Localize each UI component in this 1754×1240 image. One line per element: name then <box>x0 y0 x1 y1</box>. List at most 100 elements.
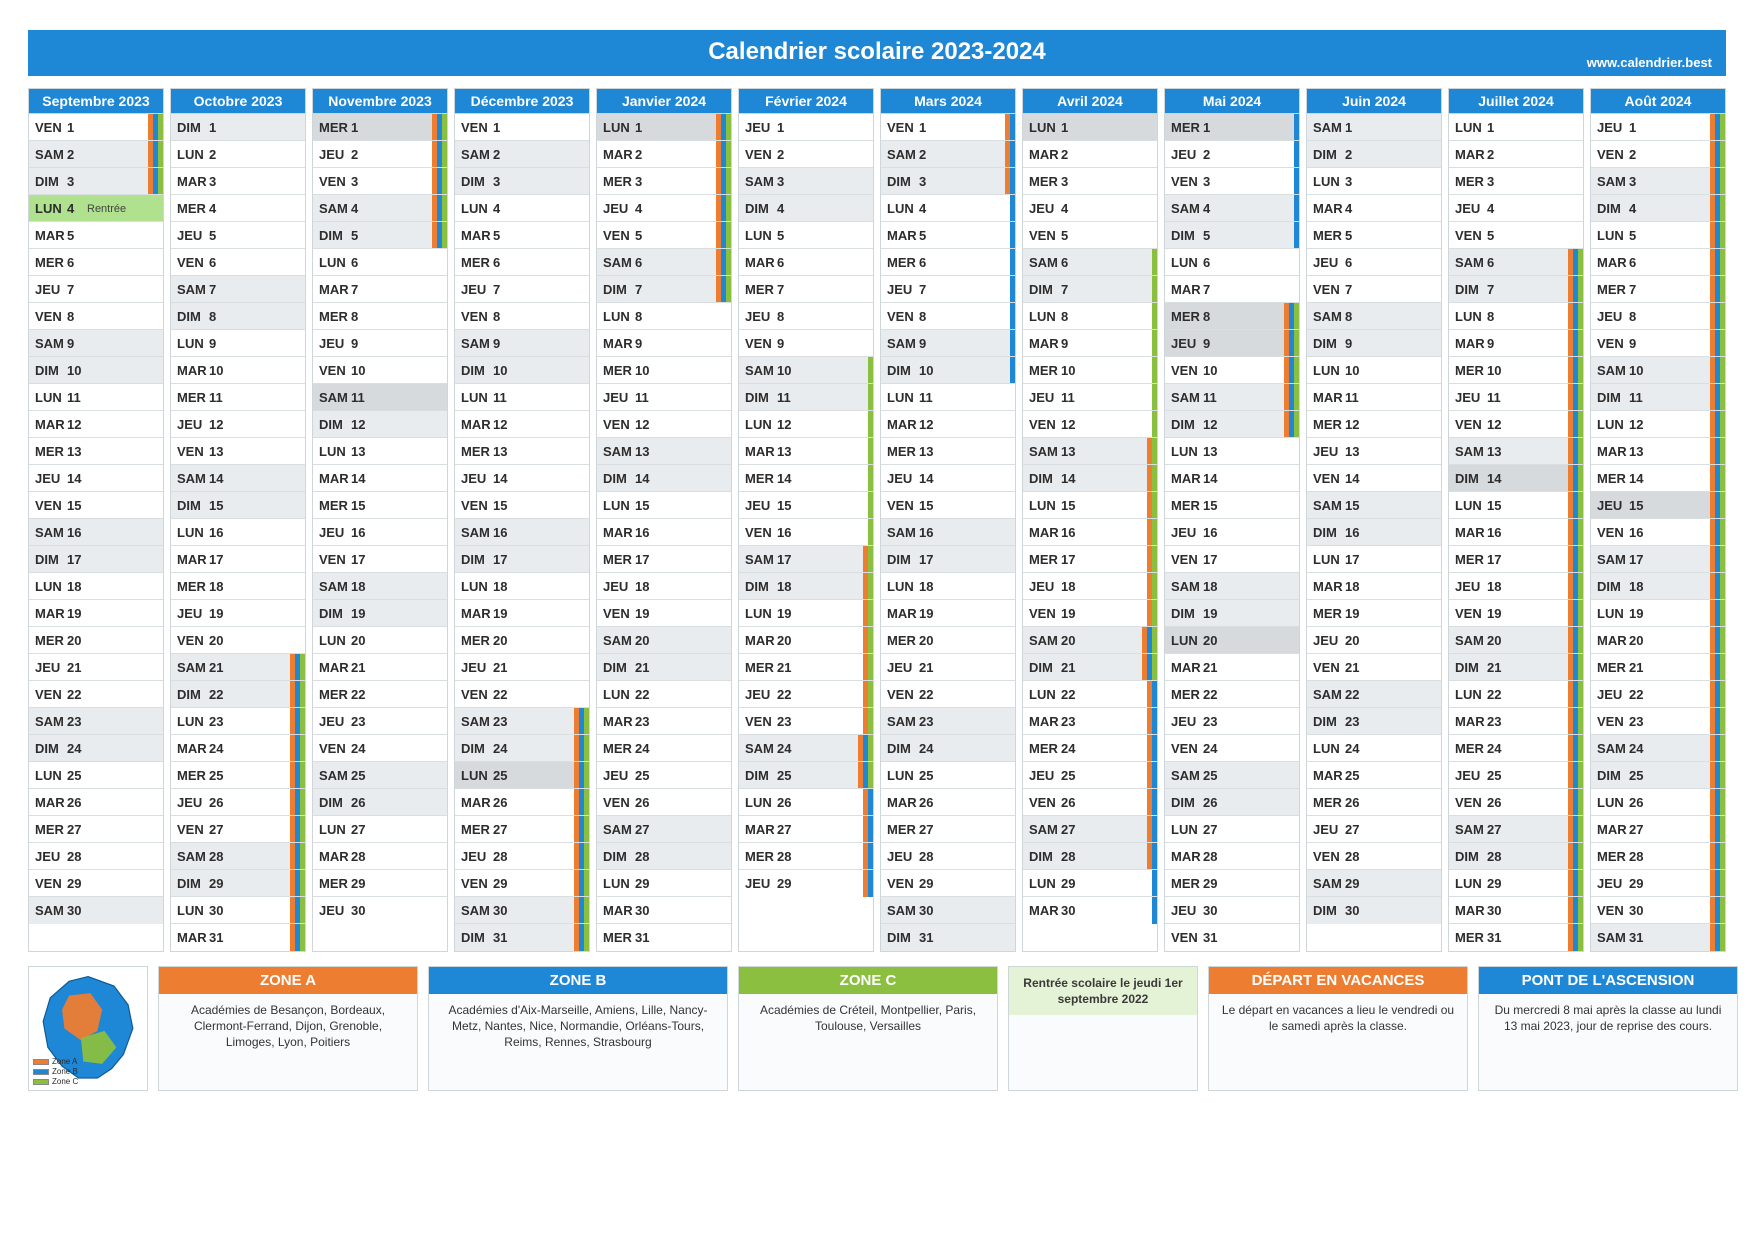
day-cell: VEN31 <box>1165 924 1299 951</box>
day-cell: SAM13 <box>597 438 731 465</box>
vacation-stripes <box>863 654 873 680</box>
day-cell: MAR19 <box>29 600 163 627</box>
day-cell: DIM2 <box>1307 141 1441 168</box>
vacation-stripes <box>1710 276 1725 302</box>
vacation-stripes <box>1152 384 1157 410</box>
day-cell: MAR28 <box>1165 843 1299 870</box>
day-cell: MAR6 <box>1591 249 1725 276</box>
day-cell: JEU28 <box>29 843 163 870</box>
day-cell: SAM13 <box>1449 438 1583 465</box>
vacation-stripes <box>863 843 873 869</box>
day-cell: SAM6 <box>1449 249 1583 276</box>
day-cell: LUN25 <box>881 762 1015 789</box>
vacation-stripes <box>1568 276 1583 302</box>
day-cell: VEN29 <box>29 870 163 897</box>
day-cell: SAM3 <box>1591 168 1725 195</box>
vacation-stripes <box>290 924 305 951</box>
vacation-stripes <box>1568 573 1583 599</box>
day-cell: MAR2 <box>1449 141 1583 168</box>
vacation-stripes <box>1710 600 1725 626</box>
day-cell: MER26 <box>1307 789 1441 816</box>
day-cell: VEN26 <box>597 789 731 816</box>
day-cell: SAM30 <box>29 897 163 924</box>
day-cell: DIM10 <box>881 357 1015 384</box>
day-cell: VEN8 <box>881 303 1015 330</box>
day-cell: MER22 <box>1165 681 1299 708</box>
day-cell: JEU25 <box>1023 762 1157 789</box>
day-cell: DIM4 <box>1591 195 1725 222</box>
day-cell: JEU7 <box>881 276 1015 303</box>
day-cell: SAM27 <box>1449 816 1583 843</box>
day-cell: LUN24 <box>1307 735 1441 762</box>
day-cell: DIM21 <box>1023 654 1157 681</box>
month-header: Janvier 2024 <box>597 89 731 114</box>
day-cell: SAM24 <box>1591 735 1725 762</box>
vacation-stripes <box>1710 222 1725 248</box>
day-cell: VEN24 <box>1165 735 1299 762</box>
vacation-stripes <box>1568 627 1583 653</box>
day-cell: SAM31 <box>1591 924 1725 951</box>
month-header: Octobre 2023 <box>171 89 305 114</box>
vacation-stripes <box>868 465 873 491</box>
vacation-stripes <box>290 816 305 842</box>
day-cell: DIM8 <box>171 303 305 330</box>
day-cell: MER25 <box>171 762 305 789</box>
day-cell: MER10 <box>1449 357 1583 384</box>
day-cell: JEU14 <box>881 465 1015 492</box>
day-cell: MAR30 <box>597 897 731 924</box>
day-cell: VEN16 <box>1591 519 1725 546</box>
vacation-stripes <box>1152 303 1157 329</box>
day-cell: DIM23 <box>1307 708 1441 735</box>
vacation-stripes <box>863 681 873 707</box>
vacation-stripes <box>1710 708 1725 734</box>
day-cell: LUN3 <box>1307 168 1441 195</box>
day-cell: SAM20 <box>597 627 731 654</box>
day-cell: MER17 <box>1023 546 1157 573</box>
day-cell: LUN9 <box>171 330 305 357</box>
day-cell: JEU4 <box>1023 195 1157 222</box>
day-cell: MAR27 <box>739 816 873 843</box>
day-cell: DIM7 <box>1023 276 1157 303</box>
day-cell: LUN15 <box>597 492 731 519</box>
day-cell: MAR26 <box>455 789 589 816</box>
day-cell: LUN27 <box>1165 816 1299 843</box>
vacation-stripes <box>432 222 447 248</box>
vacation-stripes <box>1010 249 1015 275</box>
vacation-stripes <box>1010 330 1015 356</box>
day-cell: MAR30 <box>1023 897 1157 924</box>
day-cell: VEN17 <box>313 546 447 573</box>
vacation-stripes <box>1010 195 1015 221</box>
day-cell: MER20 <box>455 627 589 654</box>
day-cell: DIM31 <box>455 924 589 951</box>
day-cell: MER31 <box>597 924 731 951</box>
day-cell: SAM9 <box>29 330 163 357</box>
day-cell: LUN25 <box>455 762 589 789</box>
vacation-stripes <box>1147 816 1157 842</box>
day-cell: VEN26 <box>1449 789 1583 816</box>
day-cell: DIM24 <box>29 735 163 762</box>
month-header: Juin 2024 <box>1307 89 1441 114</box>
day-cell: SAM20 <box>1023 627 1157 654</box>
month-column: Novembre 2023MER1JEU2VEN3SAM4DIM5LUN6MAR… <box>312 88 448 952</box>
day-cell: JEU22 <box>1591 681 1725 708</box>
vacation-stripes <box>1568 438 1583 464</box>
vacation-stripes <box>1568 519 1583 545</box>
month-header: Novembre 2023 <box>313 89 447 114</box>
france-map: Zone A Zone B Zone C <box>28 966 148 1091</box>
day-cell: VEN21 <box>1307 654 1441 681</box>
day-cell: SAM25 <box>1165 762 1299 789</box>
vacation-stripes <box>574 870 589 896</box>
day-cell: JEU18 <box>597 573 731 600</box>
vacation-stripes <box>1568 843 1583 869</box>
day-cell: VEN17 <box>1165 546 1299 573</box>
vacation-stripes <box>868 411 873 437</box>
day-cell: MER17 <box>1449 546 1583 573</box>
vacation-stripes <box>1147 519 1157 545</box>
day-cell: MAR13 <box>1591 438 1725 465</box>
vacation-stripes <box>1710 357 1725 383</box>
vacation-stripes <box>1710 924 1725 951</box>
day-cell: LUN22 <box>1023 681 1157 708</box>
day-cell: LUN18 <box>881 573 1015 600</box>
calendar-grid: Septembre 2023VEN1SAM2DIM3LUN4RentréeMAR… <box>28 88 1726 952</box>
day-cell: SAM4 <box>313 195 447 222</box>
